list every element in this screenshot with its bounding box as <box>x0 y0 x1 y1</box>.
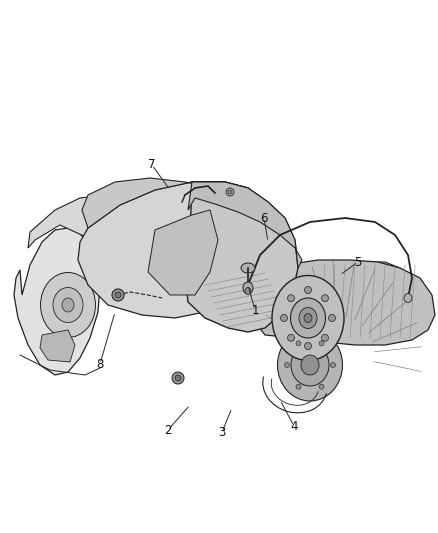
Ellipse shape <box>299 308 317 328</box>
Ellipse shape <box>304 343 311 350</box>
Text: 3: 3 <box>218 425 226 439</box>
Polygon shape <box>252 260 435 345</box>
Text: 6: 6 <box>260 212 268 224</box>
Ellipse shape <box>115 292 121 298</box>
Polygon shape <box>188 182 302 268</box>
Ellipse shape <box>53 287 83 322</box>
Polygon shape <box>78 182 262 318</box>
Ellipse shape <box>272 276 344 360</box>
Ellipse shape <box>291 344 329 386</box>
Ellipse shape <box>112 289 124 301</box>
Polygon shape <box>28 195 115 248</box>
Ellipse shape <box>243 282 253 294</box>
Text: 2: 2 <box>164 424 172 437</box>
Ellipse shape <box>304 313 312 322</box>
Ellipse shape <box>285 362 290 367</box>
Polygon shape <box>185 182 298 332</box>
Ellipse shape <box>301 355 319 375</box>
Ellipse shape <box>226 188 234 196</box>
Ellipse shape <box>172 372 184 384</box>
Ellipse shape <box>40 272 95 337</box>
Ellipse shape <box>331 362 336 367</box>
Polygon shape <box>295 262 420 338</box>
Ellipse shape <box>245 287 251 295</box>
Ellipse shape <box>175 375 181 381</box>
Ellipse shape <box>319 341 324 346</box>
Polygon shape <box>148 210 218 295</box>
Text: 5: 5 <box>354 255 362 269</box>
Ellipse shape <box>328 314 336 321</box>
Ellipse shape <box>278 329 343 401</box>
Ellipse shape <box>321 295 328 302</box>
Ellipse shape <box>228 190 232 194</box>
Text: 7: 7 <box>148 158 156 172</box>
Text: 1: 1 <box>251 303 259 317</box>
Ellipse shape <box>319 384 324 389</box>
Ellipse shape <box>287 334 294 341</box>
Ellipse shape <box>404 294 412 303</box>
Ellipse shape <box>62 298 74 312</box>
Ellipse shape <box>296 341 301 346</box>
Ellipse shape <box>287 295 294 302</box>
Ellipse shape <box>296 384 301 389</box>
Text: 4: 4 <box>290 419 298 432</box>
Ellipse shape <box>241 263 255 273</box>
Text: 8: 8 <box>96 358 104 370</box>
Ellipse shape <box>304 287 311 294</box>
Ellipse shape <box>280 314 287 321</box>
Polygon shape <box>82 178 268 228</box>
Ellipse shape <box>290 298 325 338</box>
Polygon shape <box>40 330 75 362</box>
Polygon shape <box>14 228 100 375</box>
Ellipse shape <box>321 334 328 341</box>
